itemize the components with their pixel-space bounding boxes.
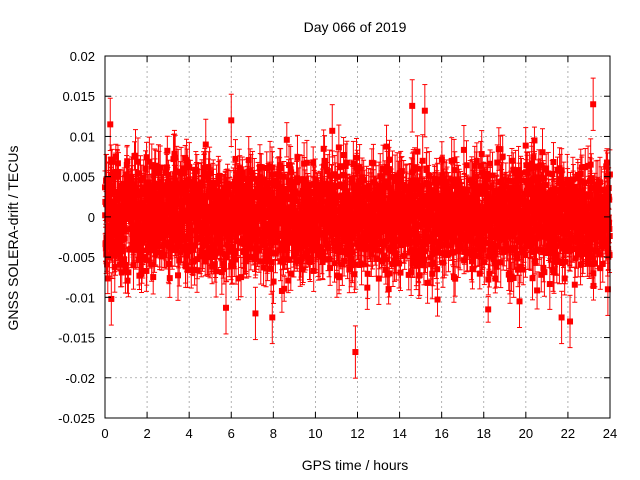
data-series xyxy=(102,77,613,379)
